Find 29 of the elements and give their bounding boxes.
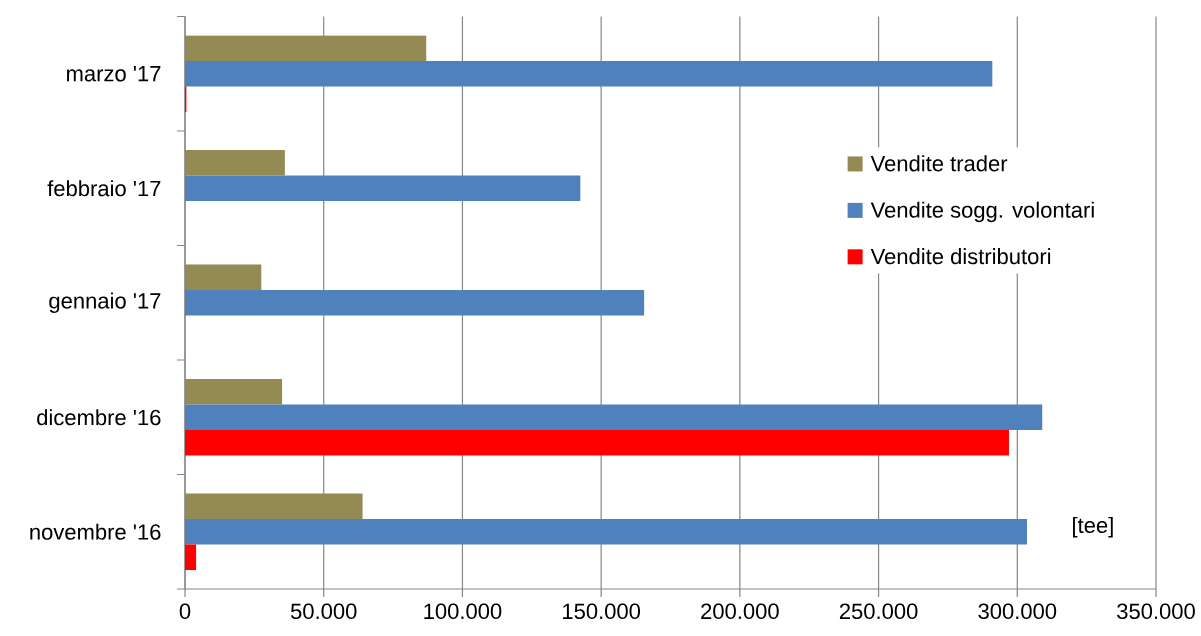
bar (185, 150, 285, 176)
x-tick-label: 100.000 (424, 603, 502, 620)
bar (185, 544, 197, 570)
bar (185, 404, 1043, 430)
bar (185, 429, 1009, 456)
bar (185, 61, 993, 87)
y-tick-label: novembre '16 (30, 523, 161, 540)
x-tick-label: 300.000 (978, 603, 1057, 620)
legend-label: Vendite distributori (870, 248, 1051, 265)
x-tick-label: 150.000 (563, 603, 641, 620)
bar (185, 493, 363, 519)
x-tick-label: 200.000 (701, 603, 779, 620)
annotation: [tee] (1073, 516, 1113, 538)
legend-label: Vendite sogg. volontari (870, 201, 1094, 223)
bar (185, 264, 262, 290)
x-tick-label: 0 (179, 603, 191, 620)
bar (185, 290, 645, 316)
y-tick-label: febbraio '17 (47, 180, 161, 197)
legend-label: Vendite trader (870, 155, 1008, 172)
bar (185, 175, 581, 201)
x-tick-label: 50.000 (290, 603, 357, 620)
y-tick-label: gennaio '17 (49, 292, 161, 313)
x-tick-label: 350.000 (1117, 603, 1195, 620)
bar (185, 35, 427, 61)
x-tick-label: 250.000 (839, 603, 918, 620)
y-tick-label: dicembre '16 (37, 409, 161, 426)
bar (185, 379, 283, 405)
y-tick-label: marzo '17 (67, 66, 161, 82)
bar (185, 519, 1027, 545)
